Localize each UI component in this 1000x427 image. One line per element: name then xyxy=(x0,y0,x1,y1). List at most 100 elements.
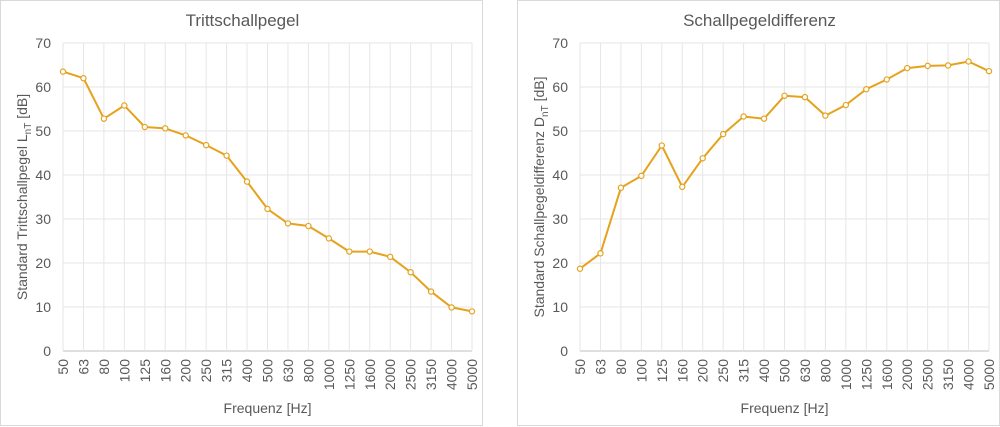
y-tick-label: 0 xyxy=(560,343,568,359)
x-tick-label: 315 xyxy=(219,359,235,383)
data-point xyxy=(597,250,604,257)
chart-panel-trittschallpegel: Trittschallpegel 0 10 20 30 40 50 60 70 50 63 80 100… xyxy=(0,0,483,426)
y-tick-label: 40 xyxy=(552,167,568,183)
data-point xyxy=(325,235,333,242)
y-axis-label-unit: [dB] xyxy=(531,76,547,105)
data-point xyxy=(407,269,414,276)
y-tick-label: 0 xyxy=(43,343,51,359)
data-point xyxy=(264,205,271,213)
x-tick-label: 1000 xyxy=(321,359,337,390)
data-point xyxy=(965,58,972,65)
x-tick-label: 1600 xyxy=(879,359,895,390)
data-point xyxy=(80,74,87,82)
data-point xyxy=(121,102,128,109)
x-tick-label: 400 xyxy=(239,359,255,383)
data-point xyxy=(944,62,952,69)
data-point xyxy=(141,123,148,131)
x-tick-label: 800 xyxy=(300,359,316,383)
y-axis-label-unit: [dB] xyxy=(14,94,30,123)
data-point xyxy=(699,155,706,162)
data-point xyxy=(740,113,747,120)
x-tick-label: 2500 xyxy=(403,359,419,390)
x-tick-label: 80 xyxy=(613,359,629,375)
data-point xyxy=(182,132,189,139)
data-point xyxy=(904,64,911,72)
data-point xyxy=(985,67,993,75)
y-tick-label: 40 xyxy=(35,167,51,183)
x-tick-label: 1250 xyxy=(858,359,874,390)
data-point xyxy=(448,304,455,311)
data-point xyxy=(223,152,230,159)
x-tick-label: 250 xyxy=(715,359,731,383)
y-tick-label: 50 xyxy=(552,123,568,139)
y-tick-label: 50 xyxy=(35,123,51,139)
x-tick-label: 500 xyxy=(777,359,793,383)
y-tick-label: 20 xyxy=(552,255,568,271)
data-point xyxy=(638,172,645,180)
y-tick-label: 20 xyxy=(35,255,51,271)
x-tick-label: 1600 xyxy=(362,359,378,390)
y-tick-label: 70 xyxy=(552,35,568,51)
x-tick-label: 3150 xyxy=(423,359,439,390)
data-point xyxy=(863,85,870,93)
y-tick-label: 60 xyxy=(552,79,568,95)
x-tick-label: 1000 xyxy=(838,359,854,390)
data-point xyxy=(719,130,727,138)
data-point xyxy=(781,92,788,100)
x-tick-label: 100 xyxy=(633,359,649,383)
data-point xyxy=(883,76,890,83)
x-tick-label: 3150 xyxy=(940,359,956,390)
x-tick-label: 80 xyxy=(96,359,112,375)
y-tick-label: 30 xyxy=(35,211,51,227)
x-axis-label: Frequenz [Hz] xyxy=(224,400,312,416)
x-tick-label: 500 xyxy=(260,359,276,383)
chart-panel-schallpegeldifferenz: Schallpegeldifferenz 0 10 20 30 40 50 60 70 50 63 8… xyxy=(517,0,1000,426)
data-point xyxy=(468,308,476,315)
chart-title: Schallpegeldifferenz xyxy=(683,11,836,30)
x-tick-label: 125 xyxy=(137,359,153,383)
x-tick-label: 4000 xyxy=(961,359,977,390)
x-tick-label: 2000 xyxy=(382,359,398,390)
data-point xyxy=(100,115,108,122)
y-axis-label-main: Standard Schallpegeldifferenz D xyxy=(531,117,547,318)
x-tick-label: 5000 xyxy=(981,359,997,390)
y-tick-label: 10 xyxy=(35,299,51,315)
x-tick-label: 200 xyxy=(178,359,194,383)
data-point xyxy=(243,178,251,185)
y-axis-label-main: Standard Trittschallpegel L xyxy=(14,134,30,300)
x-tick-label: 100 xyxy=(116,359,132,383)
y-tick-label: 10 xyxy=(552,299,568,315)
y-axis-label-subscript: nT xyxy=(540,105,551,117)
data-point xyxy=(162,125,169,132)
data-point xyxy=(801,93,809,101)
data-point xyxy=(617,184,625,191)
x-tick-label: 2000 xyxy=(899,359,915,390)
x-tick-label: 1250 xyxy=(341,359,357,390)
x-tick-label: 160 xyxy=(674,359,690,383)
data-point xyxy=(679,183,686,191)
x-tick-label: 63 xyxy=(592,359,608,375)
data-point xyxy=(59,68,67,75)
data-point xyxy=(924,62,931,70)
x-tick-label: 4000 xyxy=(444,359,460,390)
x-tick-label: 250 xyxy=(198,359,214,383)
y-axis-label: Standard Schallpegeldifferenz DnT [dB] xyxy=(531,76,551,317)
data-point xyxy=(346,248,353,255)
y-axis-label: Standard Trittschallpegel LnT [dB] xyxy=(14,94,34,300)
x-tick-label: 400 xyxy=(756,359,772,383)
data-point xyxy=(576,265,584,272)
data-point xyxy=(842,101,850,109)
x-tick-label: 160 xyxy=(157,359,173,383)
data-point xyxy=(427,288,435,295)
x-tick-label: 315 xyxy=(736,359,752,383)
data-point xyxy=(366,248,373,255)
x-tick-label: 63 xyxy=(75,359,91,375)
y-tick-label: 30 xyxy=(552,211,568,227)
y-axis-label-subscript: nT xyxy=(23,123,34,135)
x-tick-label: 50 xyxy=(55,359,71,375)
x-tick-label: 50 xyxy=(572,359,588,375)
x-tick-label: 630 xyxy=(797,359,813,383)
x-tick-label: 125 xyxy=(654,359,670,383)
